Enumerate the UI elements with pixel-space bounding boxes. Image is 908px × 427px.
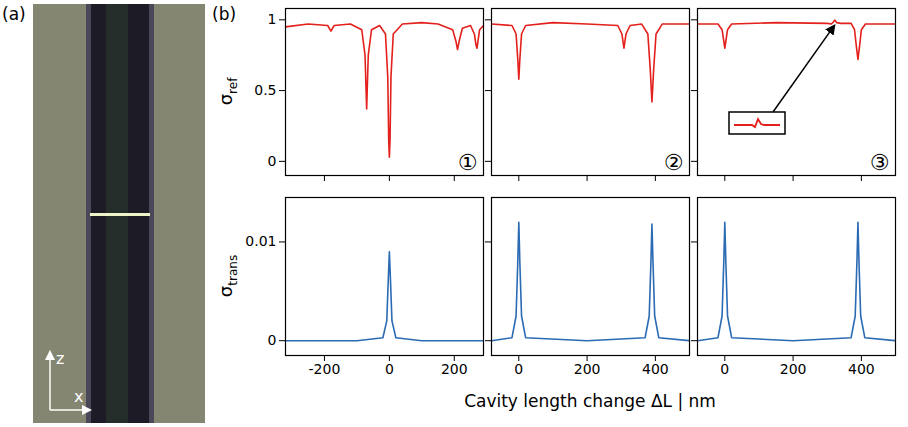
svg-text:1: 1 [268, 11, 277, 27]
svg-text:Cavity length change ΔL | nm: Cavity length change ΔL | nm [464, 391, 716, 411]
svg-text:(b): (b) [212, 4, 236, 24]
svg-text:(a): (a) [2, 4, 26, 24]
svg-text:0: 0 [268, 332, 277, 348]
svg-text:200: 200 [441, 361, 468, 377]
svg-text:0.01: 0.01 [245, 233, 276, 249]
svg-text:400: 400 [848, 361, 875, 377]
svg-text:400: 400 [642, 361, 669, 377]
svg-text:0: 0 [385, 361, 394, 377]
svg-text:②: ② [664, 150, 684, 175]
svg-text:0: 0 [720, 361, 729, 377]
svg-text:①: ① [458, 150, 478, 175]
svg-text:σref: σref [215, 77, 240, 105]
svg-text:-200: -200 [309, 361, 341, 377]
svg-text:x: x [74, 387, 83, 406]
svg-text:σtrans: σtrans [215, 255, 240, 297]
svg-text:200: 200 [780, 361, 807, 377]
svg-text:0: 0 [514, 361, 523, 377]
svg-text:z: z [56, 349, 64, 368]
svg-text:200: 200 [574, 361, 601, 377]
svg-text:0.5: 0.5 [254, 82, 276, 98]
svg-text:0: 0 [268, 153, 277, 169]
svg-text:③: ③ [870, 150, 890, 175]
